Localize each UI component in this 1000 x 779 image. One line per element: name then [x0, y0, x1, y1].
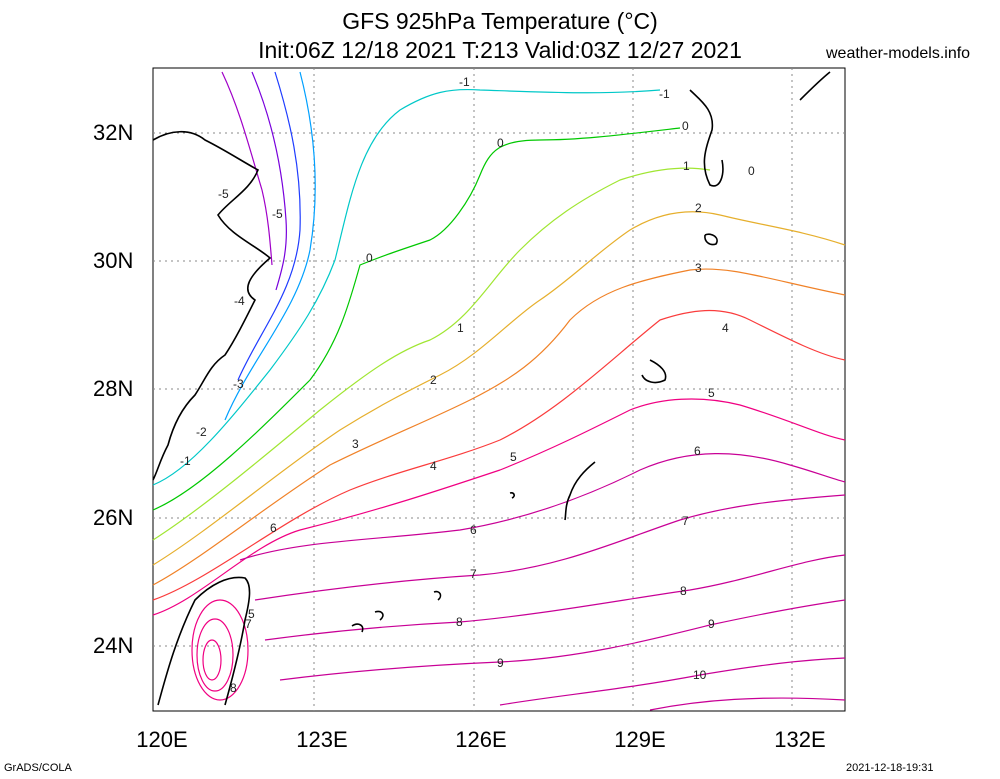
map-title: GFS 925hPa Temperature (°C): [342, 8, 658, 34]
lon-label-126e: 126E: [455, 727, 507, 752]
contour-label: 7: [470, 567, 477, 581]
contour-label: 9: [497, 656, 504, 670]
contour-2: [152, 211, 846, 566]
lat-label-32n: 32N: [93, 120, 134, 145]
taiwan-warm-core: [191, 599, 249, 701]
contour-label: 8: [230, 681, 237, 695]
timestamp-label: 2021-12-18-19:31: [846, 762, 934, 774]
contour-minus5: [221, 71, 273, 266]
contour-label: 9: [708, 617, 715, 631]
contour-label: 5: [248, 607, 255, 621]
ishigaki-coast: [433, 590, 442, 601]
contour-label: 1: [683, 159, 690, 173]
contour-label: 5: [708, 386, 715, 400]
contour-minus2: [224, 71, 316, 421]
kyushu-coast: [689, 71, 831, 187]
contour-11: [649, 697, 846, 711]
contour-label: -1: [659, 87, 670, 101]
contour-label: 0: [748, 164, 755, 178]
contour-minus3: [237, 71, 301, 381]
contour-label: 0: [366, 251, 373, 265]
contour-4: [152, 310, 846, 601]
contour-label: 8: [456, 615, 463, 629]
contour-7: [254, 494, 846, 601]
contour-minus1-west: [152, 88, 661, 486]
lat-label-28n: 28N: [93, 376, 134, 401]
contour-label: 0: [682, 119, 689, 133]
contour-label: -4: [234, 294, 245, 308]
contour-label: 7: [245, 617, 252, 631]
lat-label-24n: 24N: [93, 633, 134, 658]
yakushima-coast: [704, 233, 718, 246]
contour-label: -3: [233, 377, 244, 391]
contour-label: -1: [180, 454, 191, 468]
grid-lines: [153, 68, 845, 711]
credit-label: GrADS/COLA: [4, 762, 72, 774]
contour-label: 3: [352, 437, 359, 451]
contour-3: [152, 268, 846, 586]
contour-5: [152, 398, 846, 616]
contour-label: 0: [497, 136, 504, 150]
contour-labels: -5 -5 -4 -3 -2 -1 -1 -1 0 0 0 0 1 1 2 2 3 3 4 4 5 5 5 6 6 6 7 7 7 8 8 8…: [180, 75, 755, 695]
contour-label: 6: [470, 523, 477, 537]
contour-minus4: [251, 71, 287, 291]
contour-label: 8: [680, 584, 687, 598]
contour-label: 5: [510, 450, 517, 464]
contour-label: 4: [722, 321, 729, 335]
lat-label-26n: 26N: [93, 505, 134, 530]
taiwan-coast: [157, 576, 251, 706]
contour-10: [499, 657, 846, 706]
okinawa-coast: [564, 461, 596, 521]
lon-label-129e: 129E: [614, 727, 666, 752]
contour-label: -5: [218, 187, 229, 201]
contour-label: 7: [682, 514, 689, 528]
coastlines: [152, 71, 831, 706]
contour-label: -5: [272, 207, 283, 221]
lon-label-123e: 123E: [296, 727, 348, 752]
contour-0: [152, 127, 681, 511]
contour-label: 10: [693, 668, 707, 682]
miyako-coast: [351, 610, 384, 633]
site-label: weather-models.info: [826, 45, 971, 62]
contour-1: [152, 167, 711, 541]
amami-coast: [641, 359, 667, 384]
china-coast: [152, 130, 272, 481]
contour-6: [239, 453, 846, 561]
lon-label-120e: 120E: [136, 727, 188, 752]
contour-label: 6: [270, 521, 277, 535]
contour-label: 3: [695, 261, 702, 275]
contour-label: 2: [430, 373, 437, 387]
daito-coast: [509, 492, 515, 499]
contour-label: 1: [457, 321, 464, 335]
map-subtitle: Init:06Z 12/18 2021 T:213 Valid:03Z 12/2…: [258, 37, 742, 63]
contour-label: 4: [430, 459, 437, 473]
contour-8: [264, 554, 846, 641]
contour-label: -2: [196, 425, 207, 439]
contour-label: -1: [459, 75, 470, 89]
lat-label-30n: 30N: [93, 248, 134, 273]
contour-lines: [152, 71, 846, 711]
contour-9: [279, 599, 846, 681]
contour-label: 6: [694, 444, 701, 458]
lon-label-132e: 132E: [774, 727, 826, 752]
contour-label: 2: [695, 201, 702, 215]
